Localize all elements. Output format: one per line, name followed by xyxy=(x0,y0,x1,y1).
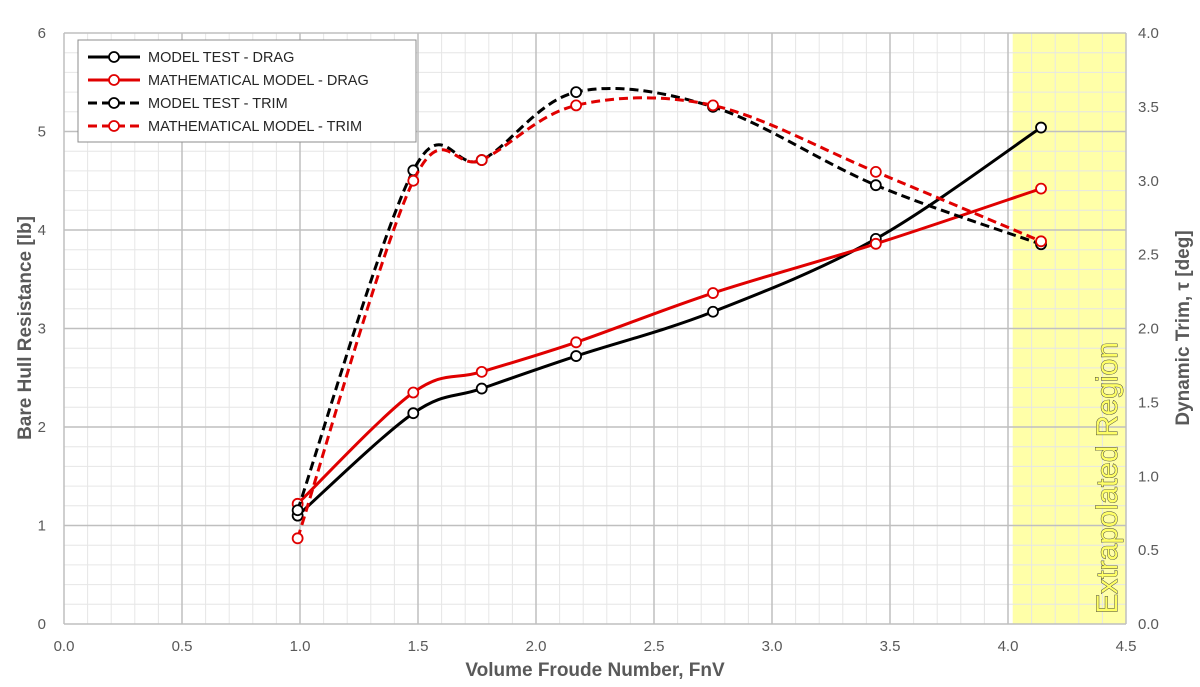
y2-tick-label: 4.0 xyxy=(1138,25,1159,42)
y2-tick-label: 0.0 xyxy=(1138,616,1159,633)
x-axis-title: Volume Froude Number, FnV xyxy=(465,660,725,681)
x-tick-label: 1.0 xyxy=(290,638,311,655)
series-layer xyxy=(291,86,1047,545)
series-2-point xyxy=(570,336,583,349)
y2-tick-label: 2.5 xyxy=(1138,247,1159,264)
x-tick-label: 4.0 xyxy=(998,638,1019,655)
series-4-point xyxy=(475,154,488,166)
x-tick-label: 3.5 xyxy=(880,638,901,655)
legend-entry-2-label: MATHEMATICAL MODEL - DRAG xyxy=(148,73,369,89)
y2-tick-label: 3.0 xyxy=(1138,173,1159,190)
y-tick-label: 0 xyxy=(38,616,46,633)
legend-entry-2-marker xyxy=(108,74,120,86)
series-1-point xyxy=(707,305,719,318)
x-tick-label: 4.5 xyxy=(1116,638,1137,655)
x-tick-label: 2.0 xyxy=(526,638,547,655)
extrapolated-region-label: Extrapolated Region xyxy=(1091,342,1124,614)
legend-entry-4-label: MATHEMATICAL MODEL - TRIM xyxy=(148,119,362,135)
axes: 0.0 0.5 1.0 1.5 2.0 2.5 3.0 3.5 4.0 4.5 0 1 2 3 4 5 6 0.0… xyxy=(38,25,1159,655)
y2-tick-label: 0.5 xyxy=(1138,542,1159,559)
y-tick-label: 5 xyxy=(38,124,46,141)
series-1-line xyxy=(296,126,1042,517)
legend-entry-3-marker xyxy=(108,97,120,109)
x-tick-label: 2.5 xyxy=(644,638,665,655)
series-4-point xyxy=(707,99,719,112)
y2-axis-title: Dynamic Trim, τ [deg] xyxy=(1173,230,1194,425)
legend-entry-3-label: MODEL TEST - TRIM xyxy=(148,96,288,112)
legend: MODEL TEST - DRAG MATHEMATICAL MODEL - DR… xyxy=(77,39,417,143)
series-2-point xyxy=(407,386,420,399)
series-4-point xyxy=(570,99,583,112)
series-3-point xyxy=(291,504,304,517)
y2-tick-label: 1.0 xyxy=(1138,468,1159,485)
series-4-point xyxy=(1035,235,1047,248)
series-2-point xyxy=(1035,182,1047,195)
y-tick-label: 1 xyxy=(38,518,46,535)
series-1-point xyxy=(570,350,583,362)
y2-tick-label: 3.5 xyxy=(1138,99,1159,116)
series-4-point xyxy=(291,532,304,545)
y-tick-label: 6 xyxy=(38,25,46,42)
x-tick-label: 1.5 xyxy=(408,638,429,655)
y-tick-label: 2 xyxy=(38,419,46,436)
series-2-point xyxy=(707,287,719,299)
series-1-point xyxy=(407,407,420,420)
series-4-line xyxy=(296,96,1042,539)
x-tick-label: 0.5 xyxy=(172,638,193,655)
y2-tick-label: 2.0 xyxy=(1138,321,1159,338)
x-tick-label: 0.0 xyxy=(54,638,75,655)
legend-entry-1-label: MODEL TEST - DRAG xyxy=(148,50,294,66)
y-axis-title: Bare Hull Resistance [lb] xyxy=(15,216,36,440)
legend-entry-4-marker xyxy=(108,120,120,132)
series-2-point xyxy=(869,237,882,250)
series-4-point xyxy=(407,174,420,187)
y-tick-label: 3 xyxy=(38,321,46,338)
x-tick-label: 3.0 xyxy=(762,638,783,655)
series-3-point xyxy=(570,86,583,98)
y2-tick-label: 1.5 xyxy=(1138,394,1159,411)
y-tick-label: 4 xyxy=(38,222,46,239)
series-3-point xyxy=(869,179,882,192)
series-4-point xyxy=(869,165,882,178)
series-1-point xyxy=(475,382,488,395)
series-2-line xyxy=(296,187,1042,505)
series-2-point xyxy=(475,365,488,378)
legend-entry-1-marker xyxy=(108,51,120,63)
series-1-point xyxy=(1035,121,1047,134)
